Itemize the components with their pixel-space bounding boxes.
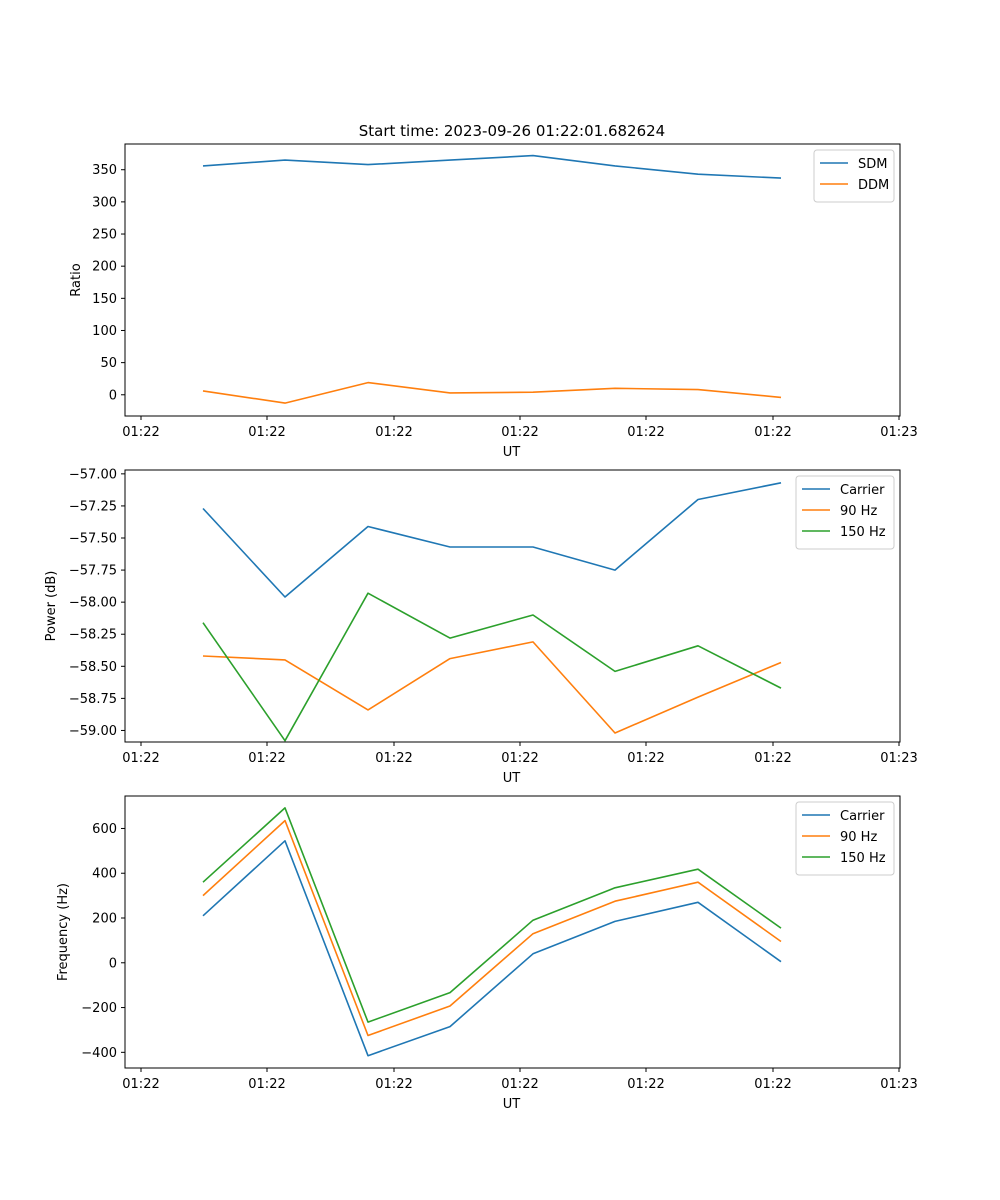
x-tick-label: 01:22 bbox=[122, 1077, 159, 1092]
x-tick-label: 01:22 bbox=[375, 425, 412, 440]
x-tick-label: 01:22 bbox=[122, 425, 159, 440]
y-tick-label: 100 bbox=[92, 324, 117, 339]
series-line-ddm bbox=[202, 381, 782, 404]
series-line-sdm bbox=[202, 154, 782, 179]
figure-title: Start time: 2023-09-26 01:22:01.682624 bbox=[359, 122, 665, 140]
x-tick-label: 01:22 bbox=[375, 1077, 412, 1092]
subplot-3: 01:22 01:22 01:22 01:22 01:22 01:22 01:23 −400 −… bbox=[56, 795, 918, 1112]
x-tick-label: 01:22 bbox=[627, 1077, 664, 1092]
x-tick-label: 01:22 bbox=[122, 751, 159, 766]
legend: Carrier 90 Hz 150 Hz bbox=[795, 801, 895, 876]
y-tick-label: 0 bbox=[109, 956, 117, 971]
y-tick-label: −58.75 bbox=[69, 692, 117, 707]
y-tick-label: 300 bbox=[92, 195, 117, 210]
y-tick-label: 350 bbox=[92, 163, 117, 178]
y-tick-label: −57.25 bbox=[69, 499, 117, 514]
y-tick-label: 200 bbox=[92, 912, 117, 927]
x-tick-label: 01:23 bbox=[880, 1077, 917, 1092]
axes-frame bbox=[124, 143, 901, 417]
axes-frame bbox=[124, 469, 901, 743]
series-line-90-hz bbox=[202, 641, 782, 734]
x-axis-label: UT bbox=[503, 1097, 521, 1112]
legend-label: Carrier bbox=[840, 809, 885, 824]
y-tick-label: 600 bbox=[92, 822, 117, 837]
y-tick-label: −59.00 bbox=[69, 724, 117, 739]
x-tick-label: 01:22 bbox=[248, 425, 285, 440]
legend-label: DDM bbox=[858, 178, 889, 193]
x-axis-label: UT bbox=[503, 771, 521, 786]
legend-label: 90 Hz bbox=[840, 830, 877, 845]
subplot-1: 01:22 01:22 01:22 01:22 01:22 01:22 01:23 0 50 10… bbox=[69, 143, 918, 460]
y-tick-label: −57.75 bbox=[69, 564, 117, 579]
x-tick-label: 01:22 bbox=[754, 751, 791, 766]
y-tick-label: 0 bbox=[109, 388, 117, 403]
x-tick-label: 01:22 bbox=[627, 751, 664, 766]
series-line-150-hz bbox=[202, 807, 782, 1023]
y-axis-label: Power (dB) bbox=[44, 571, 59, 642]
y-tick-label: −57.50 bbox=[69, 532, 117, 547]
y-tick-label: 50 bbox=[100, 356, 117, 371]
x-tick-label: 01:22 bbox=[754, 1077, 791, 1092]
series-line-90-hz bbox=[202, 819, 782, 1037]
x-tick-label: 01:22 bbox=[627, 425, 664, 440]
x-tick-label: 01:22 bbox=[501, 751, 538, 766]
y-axis-label: Ratio bbox=[69, 263, 84, 296]
axes-frame bbox=[124, 795, 901, 1069]
y-tick-label: 200 bbox=[92, 260, 117, 275]
series-line-carrier bbox=[202, 482, 782, 598]
legend-label: 150 Hz bbox=[840, 525, 886, 540]
x-tick-label: 01:22 bbox=[248, 751, 285, 766]
legend: Carrier 90 Hz 150 Hz bbox=[795, 475, 895, 550]
x-tick-label: 01:22 bbox=[501, 425, 538, 440]
y-tick-label: −58.25 bbox=[69, 628, 117, 643]
x-axis-label: UT bbox=[503, 445, 521, 460]
y-tick-label: −57.00 bbox=[69, 467, 117, 482]
legend: SDM DDM bbox=[813, 149, 895, 203]
series-line-carrier bbox=[202, 839, 782, 1057]
series-line-150-hz bbox=[202, 592, 782, 742]
subplot-2: 01:22 01:22 01:22 01:22 01:22 01:22 01:23 −59.0… bbox=[44, 467, 918, 786]
x-tick-label: 01:23 bbox=[880, 425, 917, 440]
y-tick-label: −400 bbox=[81, 1046, 117, 1061]
x-tick-label: 01:22 bbox=[754, 425, 791, 440]
x-tick-label: 01:22 bbox=[248, 1077, 285, 1092]
y-tick-label: −58.00 bbox=[69, 596, 117, 611]
legend-label: 150 Hz bbox=[840, 851, 886, 866]
legend-label: 90 Hz bbox=[840, 504, 877, 519]
y-axis-label: Frequency (Hz) bbox=[56, 883, 71, 981]
legend-label: Carrier bbox=[840, 483, 885, 498]
y-tick-label: 150 bbox=[92, 292, 117, 307]
y-tick-label: 400 bbox=[92, 867, 117, 882]
y-tick-label: −200 bbox=[81, 1001, 117, 1016]
x-tick-label: 01:23 bbox=[880, 751, 917, 766]
y-tick-label: −58.50 bbox=[69, 660, 117, 675]
y-tick-label: 250 bbox=[92, 228, 117, 243]
x-tick-label: 01:22 bbox=[375, 751, 412, 766]
legend-label: SDM bbox=[858, 157, 887, 172]
x-tick-label: 01:22 bbox=[501, 1077, 538, 1092]
